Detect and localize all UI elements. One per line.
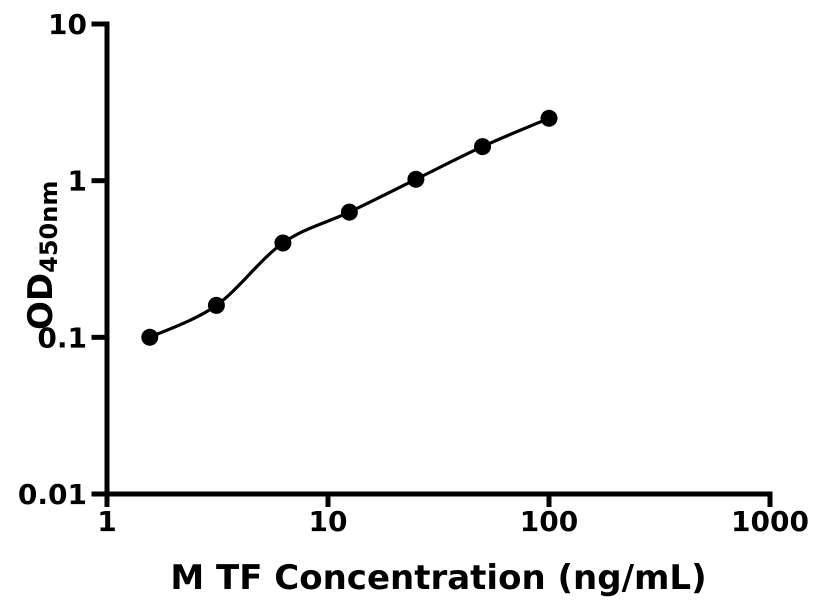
x-tick-label: 1 [97,505,116,538]
y-axis-title-subscript: 450nm [35,181,63,273]
data-point [474,138,491,156]
x-tick-label: 100 [520,505,578,538]
x-tick-label: 1000 [731,505,809,538]
data-point [340,203,358,221]
y-tick-label: 0.1 [37,321,87,354]
data-point [274,234,292,252]
data-point [207,296,225,314]
data-point [407,170,425,188]
x-axis-title: M TF Concentration (ng/mL) [170,558,706,598]
data-point [141,328,159,346]
y-tick-label: 10 [48,8,87,41]
data-point [540,109,558,127]
y-tick-label: 1 [68,165,87,198]
y-axis-title-main: OD [21,273,61,330]
y-tick-label: 0.01 [18,478,87,511]
y-axis-title: OD450nm [21,181,63,330]
x-tick-label: 10 [309,505,348,538]
axes: 0.01 0.1 1 10 1 10 100 1000 [18,8,809,538]
